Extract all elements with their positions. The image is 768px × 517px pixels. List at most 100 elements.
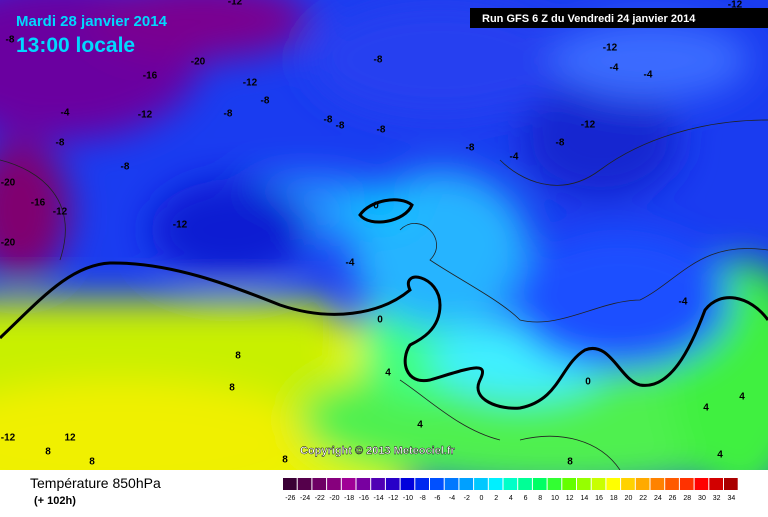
scale-swatch xyxy=(635,478,650,490)
contour-label: 4 xyxy=(385,368,391,379)
contour-label: -8 xyxy=(261,96,270,107)
scale-swatch xyxy=(518,478,532,490)
contour-label: 8 xyxy=(229,383,235,394)
contour-label: -8 xyxy=(224,109,233,120)
scale-label: 12 xyxy=(566,495,574,502)
contour-label: -8 xyxy=(466,143,475,154)
scale-label: 6 xyxy=(524,495,528,502)
zero-isotherm xyxy=(0,261,768,410)
contour-label: -12 xyxy=(138,110,153,121)
contour-label: -8 xyxy=(336,121,345,132)
scale-label: -10 xyxy=(403,495,413,502)
scale-label: 24 xyxy=(654,495,662,502)
scale-label: 16 xyxy=(595,495,603,502)
contour-label: 0 xyxy=(585,377,591,388)
run-info: Run GFS 6 Z du Vendredi 24 janvier 2014 xyxy=(482,13,696,25)
scale-label: 34 xyxy=(727,495,735,502)
scale-swatch xyxy=(724,478,738,490)
contour-label: -12 xyxy=(243,78,258,89)
contour-label: 8 xyxy=(235,351,241,362)
contour-label: -4 xyxy=(610,63,619,74)
scale-label: -8 xyxy=(420,495,426,502)
scale-swatch xyxy=(283,478,297,490)
scale-label: -6 xyxy=(434,495,440,502)
scale-label: 30 xyxy=(698,495,706,502)
scale-swatch xyxy=(606,478,621,490)
lead-time: (+ 102h) xyxy=(34,495,76,507)
scale-label: -22 xyxy=(315,495,325,502)
scale-swatch xyxy=(385,478,400,490)
scale-swatch xyxy=(356,478,371,490)
scale-label: 32 xyxy=(713,495,721,502)
scale-label: 2 xyxy=(494,495,498,502)
scale-swatch xyxy=(547,478,562,490)
scale-label: -2 xyxy=(464,495,470,502)
scale-label: 26 xyxy=(669,495,677,502)
contour-label: 4 xyxy=(717,450,723,461)
scale-label: -20 xyxy=(329,495,339,502)
contour-label: 0 xyxy=(377,315,383,326)
scale-swatch xyxy=(459,478,474,490)
scale-label: -26 xyxy=(285,495,295,502)
scale-label: 18 xyxy=(610,495,618,502)
scale-swatch xyxy=(709,478,723,490)
contour-label: -12 xyxy=(581,120,596,131)
scale-label: 4 xyxy=(509,495,513,502)
scale-swatch xyxy=(532,478,547,490)
contour-label: -20 xyxy=(1,178,16,189)
scale-label: -12 xyxy=(388,495,398,502)
contour-label: -8 xyxy=(6,35,15,46)
contour-labels: -12 -12-8-16-20-12-8-8-12-4-4-4 -12 -8-8-8-… xyxy=(1,0,745,468)
contour-label: -8 xyxy=(324,115,333,126)
scale-label: 8 xyxy=(538,495,542,502)
scale-swatch xyxy=(488,478,503,490)
scale-swatch xyxy=(415,478,429,490)
contour-label: -16 xyxy=(143,71,158,82)
contour-label: 4 xyxy=(739,392,745,403)
scale-swatch xyxy=(474,478,488,490)
scale-label: 0 xyxy=(479,495,483,502)
scale-label: 22 xyxy=(639,495,647,502)
contour-label: -12 xyxy=(173,220,188,231)
contour-label: 4 xyxy=(417,420,423,431)
scale-swatch xyxy=(327,478,341,490)
scale-swatch xyxy=(694,478,709,490)
contour-label: -12 xyxy=(728,0,743,11)
scale-swatch xyxy=(665,478,679,490)
contour-label: 8 xyxy=(45,447,51,458)
contour-label: 8 xyxy=(282,455,288,466)
contour-label: -12 xyxy=(228,0,243,8)
contour-label: -8 xyxy=(556,138,565,149)
contour-label: 0 xyxy=(373,201,379,212)
contour-label: -16 xyxy=(31,198,46,209)
contour-label: 12 xyxy=(64,433,76,444)
scale-label: 14 xyxy=(580,495,588,502)
scale-label: -24 xyxy=(300,495,310,502)
scale-label: 20 xyxy=(625,495,633,502)
coastlines xyxy=(0,119,768,470)
contour-label: -20 xyxy=(1,238,16,249)
scale-swatch xyxy=(430,478,444,490)
scale-swatch xyxy=(621,478,635,490)
scale-label: -16 xyxy=(359,495,369,502)
scale-swatch xyxy=(312,478,327,490)
contour-label: -8 xyxy=(56,138,65,149)
contour-label: 4 xyxy=(703,403,709,414)
scale-swatch xyxy=(371,478,385,490)
zero-isotherm-island xyxy=(358,198,414,224)
scale-swatch xyxy=(297,478,312,490)
scale-swatch xyxy=(444,478,459,490)
date-label: Mardi 28 janvier 2014 xyxy=(16,13,168,30)
legend-title: Température 850hPa xyxy=(30,475,161,491)
contour-label: -8 xyxy=(374,55,383,66)
scale-label: -18 xyxy=(344,495,354,502)
scale-swatch xyxy=(591,478,606,490)
scale-swatch xyxy=(400,478,415,490)
contour-label: -12 xyxy=(53,207,68,218)
scale-swatch xyxy=(503,478,518,490)
run-banner xyxy=(470,8,768,28)
scale-swatch xyxy=(650,478,665,490)
contour-label: -4 xyxy=(679,297,688,308)
contour-label: -12 xyxy=(1,433,16,444)
